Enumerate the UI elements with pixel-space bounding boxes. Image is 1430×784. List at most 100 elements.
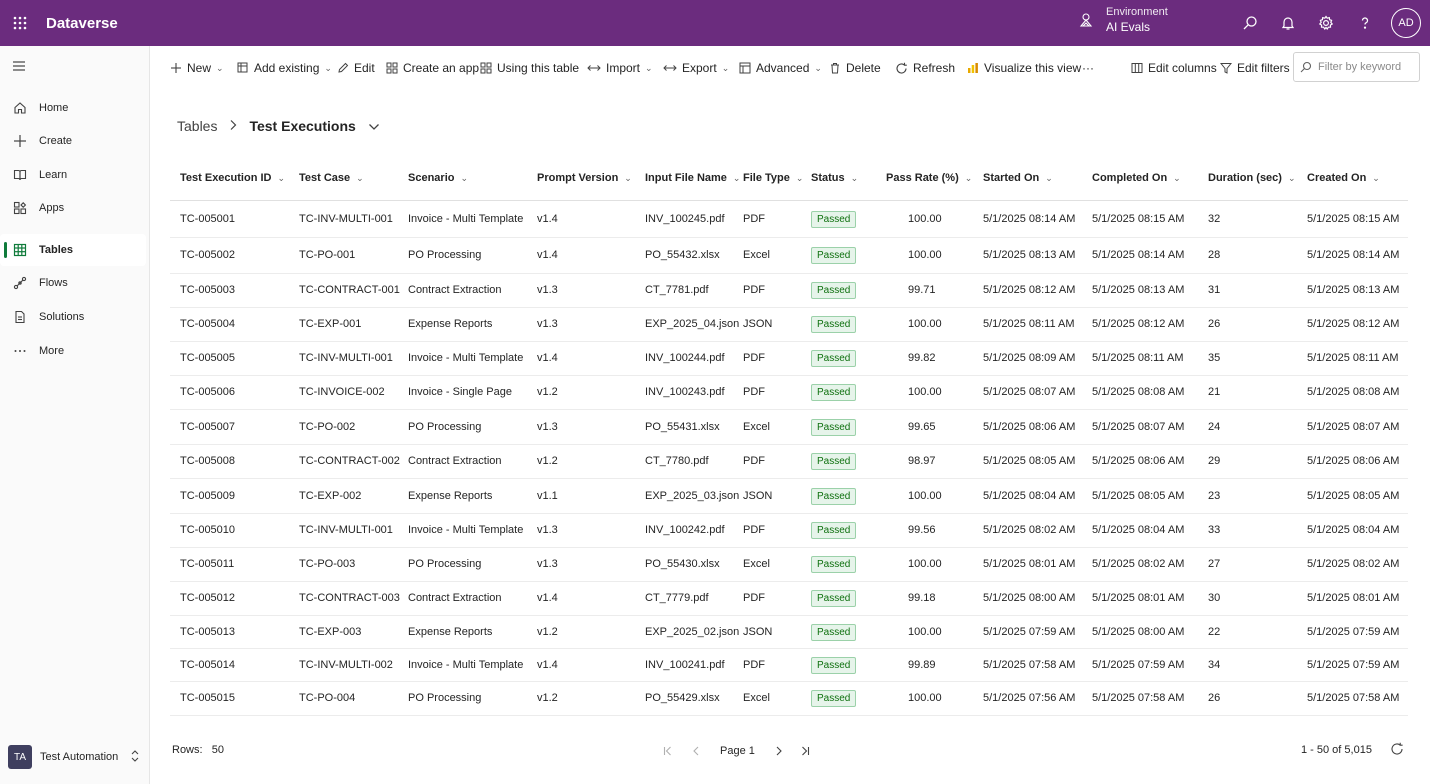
last-page-icon[interactable] [795,742,815,760]
table-cell-duration: 28 [1208,249,1221,261]
next-page-icon[interactable] [769,742,789,760]
edit-button[interactable]: Edit [337,52,375,84]
app-name[interactable]: Dataverse [46,14,118,32]
edit-filters-button[interactable]: Edit filters [1220,52,1290,84]
previous-page-icon[interactable] [686,742,706,760]
grid-refresh-icon[interactable] [1390,742,1404,759]
using-table-button[interactable]: Using this table [480,52,579,84]
hamburger-menu-icon[interactable] [12,60,28,74]
table-cell-prompt-version: v1.1 [537,489,558,502]
help-icon[interactable] [1355,13,1375,33]
column-header-scenario[interactable]: Scenario ⌄ [408,160,468,196]
advanced-label: Advanced [756,61,810,75]
table-row[interactable]: TC-005003 TC-CONTRACT-001 Contract Extract… [170,274,1408,308]
table-row[interactable]: TC-005007 TC-PO-002 PO Processing v1.3 PO_55… [170,410,1408,445]
export-button[interactable]: Export ⌄ [663,52,729,84]
sidebar-item-home[interactable]: Home [0,92,146,124]
delete-button[interactable]: Delete [829,52,881,84]
column-header-created-on[interactable]: Created On ⌄ [1307,160,1380,196]
status-badge: Passed [811,690,857,707]
view-selector-chevron-icon[interactable] [368,118,380,134]
column-header-status[interactable]: Status ⌄ [811,160,858,196]
visualize-label: Visualize this view [984,61,1082,75]
table-row[interactable]: TC-005011 TC-PO-003 PO Processing v1.3 PO_55… [170,548,1408,582]
table-cell-duration: 23 [1208,489,1221,502]
sidebar-item-learn[interactable]: Learn [0,159,146,191]
first-page-icon[interactable] [658,742,678,760]
column-header-duration[interactable]: Duration (sec) ⌄ [1208,160,1296,196]
advanced-icon [739,62,751,74]
new-button[interactable]: New ⌄ [170,52,224,84]
filter-keyword-input[interactable] [1318,61,1418,73]
environment-switcher[interactable]: TA Test Automation [8,745,142,769]
sidebar-item-more[interactable]: More [0,335,146,367]
table-row[interactable]: TC-005014 TC-INV-MULTI-002 Invoice - Multi… [170,649,1408,682]
table-row[interactable]: TC-005010 TC-INV-MULTI-001 Invoice - Multi… [170,514,1408,548]
table-cell-created-on: 5/1/2025 08:14 AM [1307,249,1400,261]
environment-picker[interactable]: Environment AI Evals [1078,6,1168,34]
sidebar-item-create[interactable]: Create [0,125,146,157]
column-header-test-case[interactable]: Test Case ⌄ [299,160,364,196]
table-cell-created-on: 5/1/2025 08:06 AM [1307,455,1400,467]
table-cell-duration: 29 [1208,455,1221,467]
rows-per-page[interactable]: Rows: 50 [172,744,224,756]
environment-avatar: TA [8,745,32,769]
create-app-button[interactable]: Create an app [386,52,479,84]
import-button[interactable]: Import ⌄ [587,52,653,84]
table-row[interactable]: TC-005015 TC-PO-004 PO Processing v1.2 PO_55… [170,682,1408,716]
apps-icon [386,62,398,74]
table-cell-prompt-version: v1.2 [537,625,558,638]
apps-icon [480,62,492,74]
table-row[interactable]: TC-005004 TC-EXP-001 Expense Reports v1.3 EX… [170,308,1408,342]
add-existing-button[interactable]: Add existing ⌄ [237,52,332,84]
column-header-file-type[interactable]: File Type ⌄ [743,160,803,196]
column-header-test-execution-id[interactable]: Test Execution ID ⌄ [180,160,285,196]
table-cell-input-file-name: INV_100245.pdf [645,212,725,225]
advanced-button[interactable]: Advanced ⌄ [739,52,822,84]
sidebar-item-tables[interactable]: Tables [0,234,146,266]
filter-keyword-field[interactable] [1293,52,1420,82]
notification-bell-icon[interactable] [1278,13,1298,33]
column-header-prompt-version[interactable]: Prompt Version ⌄ [537,160,632,196]
search-icon[interactable] [1240,13,1260,33]
more-commands-button[interactable]: ··· [1082,52,1094,84]
column-header-label: Input File Name [645,172,727,184]
sidebar-item-flows[interactable]: Flows [0,267,146,299]
delete-label: Delete [846,61,881,75]
table-row[interactable]: TC-005006 TC-INVOICE-002 Invoice - Single … [170,376,1408,410]
table-cell-input-file-name: CT_7779.pdf [645,592,709,604]
sidebar-item-solutions[interactable]: Solutions [0,301,146,333]
table-cell-pass-rate: 100.00 [908,249,942,261]
table-row[interactable]: TC-005009 TC-EXP-002 Expense Reports v1.1 EX… [170,479,1408,514]
table-row[interactable]: TC-005008 TC-CONTRACT-002 Contract Extract… [170,445,1408,479]
table-row[interactable]: TC-005002 TC-PO-001 PO Processing v1.4 PO_55… [170,238,1408,274]
user-avatar[interactable]: AD [1391,8,1421,38]
column-header-label: Test Execution ID [180,172,272,184]
chevron-down-icon: ⌄ [964,172,973,183]
sidebar-item-label: More [39,345,65,357]
table-cell-completed-on: 5/1/2025 08:01 AM [1092,592,1185,604]
ellipsis-icon [13,344,27,358]
breadcrumb-tables-link[interactable]: Tables [177,118,218,134]
table-row[interactable]: TC-005013 TC-EXP-003 Expense Reports v1.2 EX… [170,616,1408,649]
table-row[interactable]: TC-005005 TC-INV-MULTI-001 Invoice - Multi… [170,342,1408,376]
chevron-down-icon: ⌄ [624,172,632,183]
table-cell-prompt-version: v1.3 [537,318,558,330]
refresh-button[interactable]: Refresh [895,52,955,84]
table-cell-prompt-version: v1.4 [537,658,558,671]
column-header-pass-rate[interactable]: Pass Rate (%) ⌄ [886,160,972,196]
table-row[interactable]: TC-005001 TC-INV-MULTI-001 Invoice - Multi… [170,201,1408,238]
column-header-input-file-name[interactable]: Input File Name ⌄ [645,160,740,196]
table-cell-test-execution-id: TC-005012 [180,592,236,604]
settings-gear-icon[interactable] [1316,13,1336,33]
app-launcher-icon[interactable] [0,0,40,46]
chevron-down-icon: ⌄ [1173,172,1181,183]
visualize-view-button[interactable]: Visualize this view [967,52,1081,84]
column-header-started-on[interactable]: Started On ⌄ [983,160,1053,196]
table-row[interactable]: TC-005012 TC-CONTRACT-003 Contract Extract… [170,582,1408,616]
sidebar-item-label: Create [39,135,73,147]
sidebar-item-apps[interactable]: Apps [0,192,146,224]
rows-label: Rows: [172,744,203,756]
edit-columns-button[interactable]: Edit columns [1131,52,1217,84]
column-header-completed-on[interactable]: Completed On ⌄ [1092,160,1181,196]
